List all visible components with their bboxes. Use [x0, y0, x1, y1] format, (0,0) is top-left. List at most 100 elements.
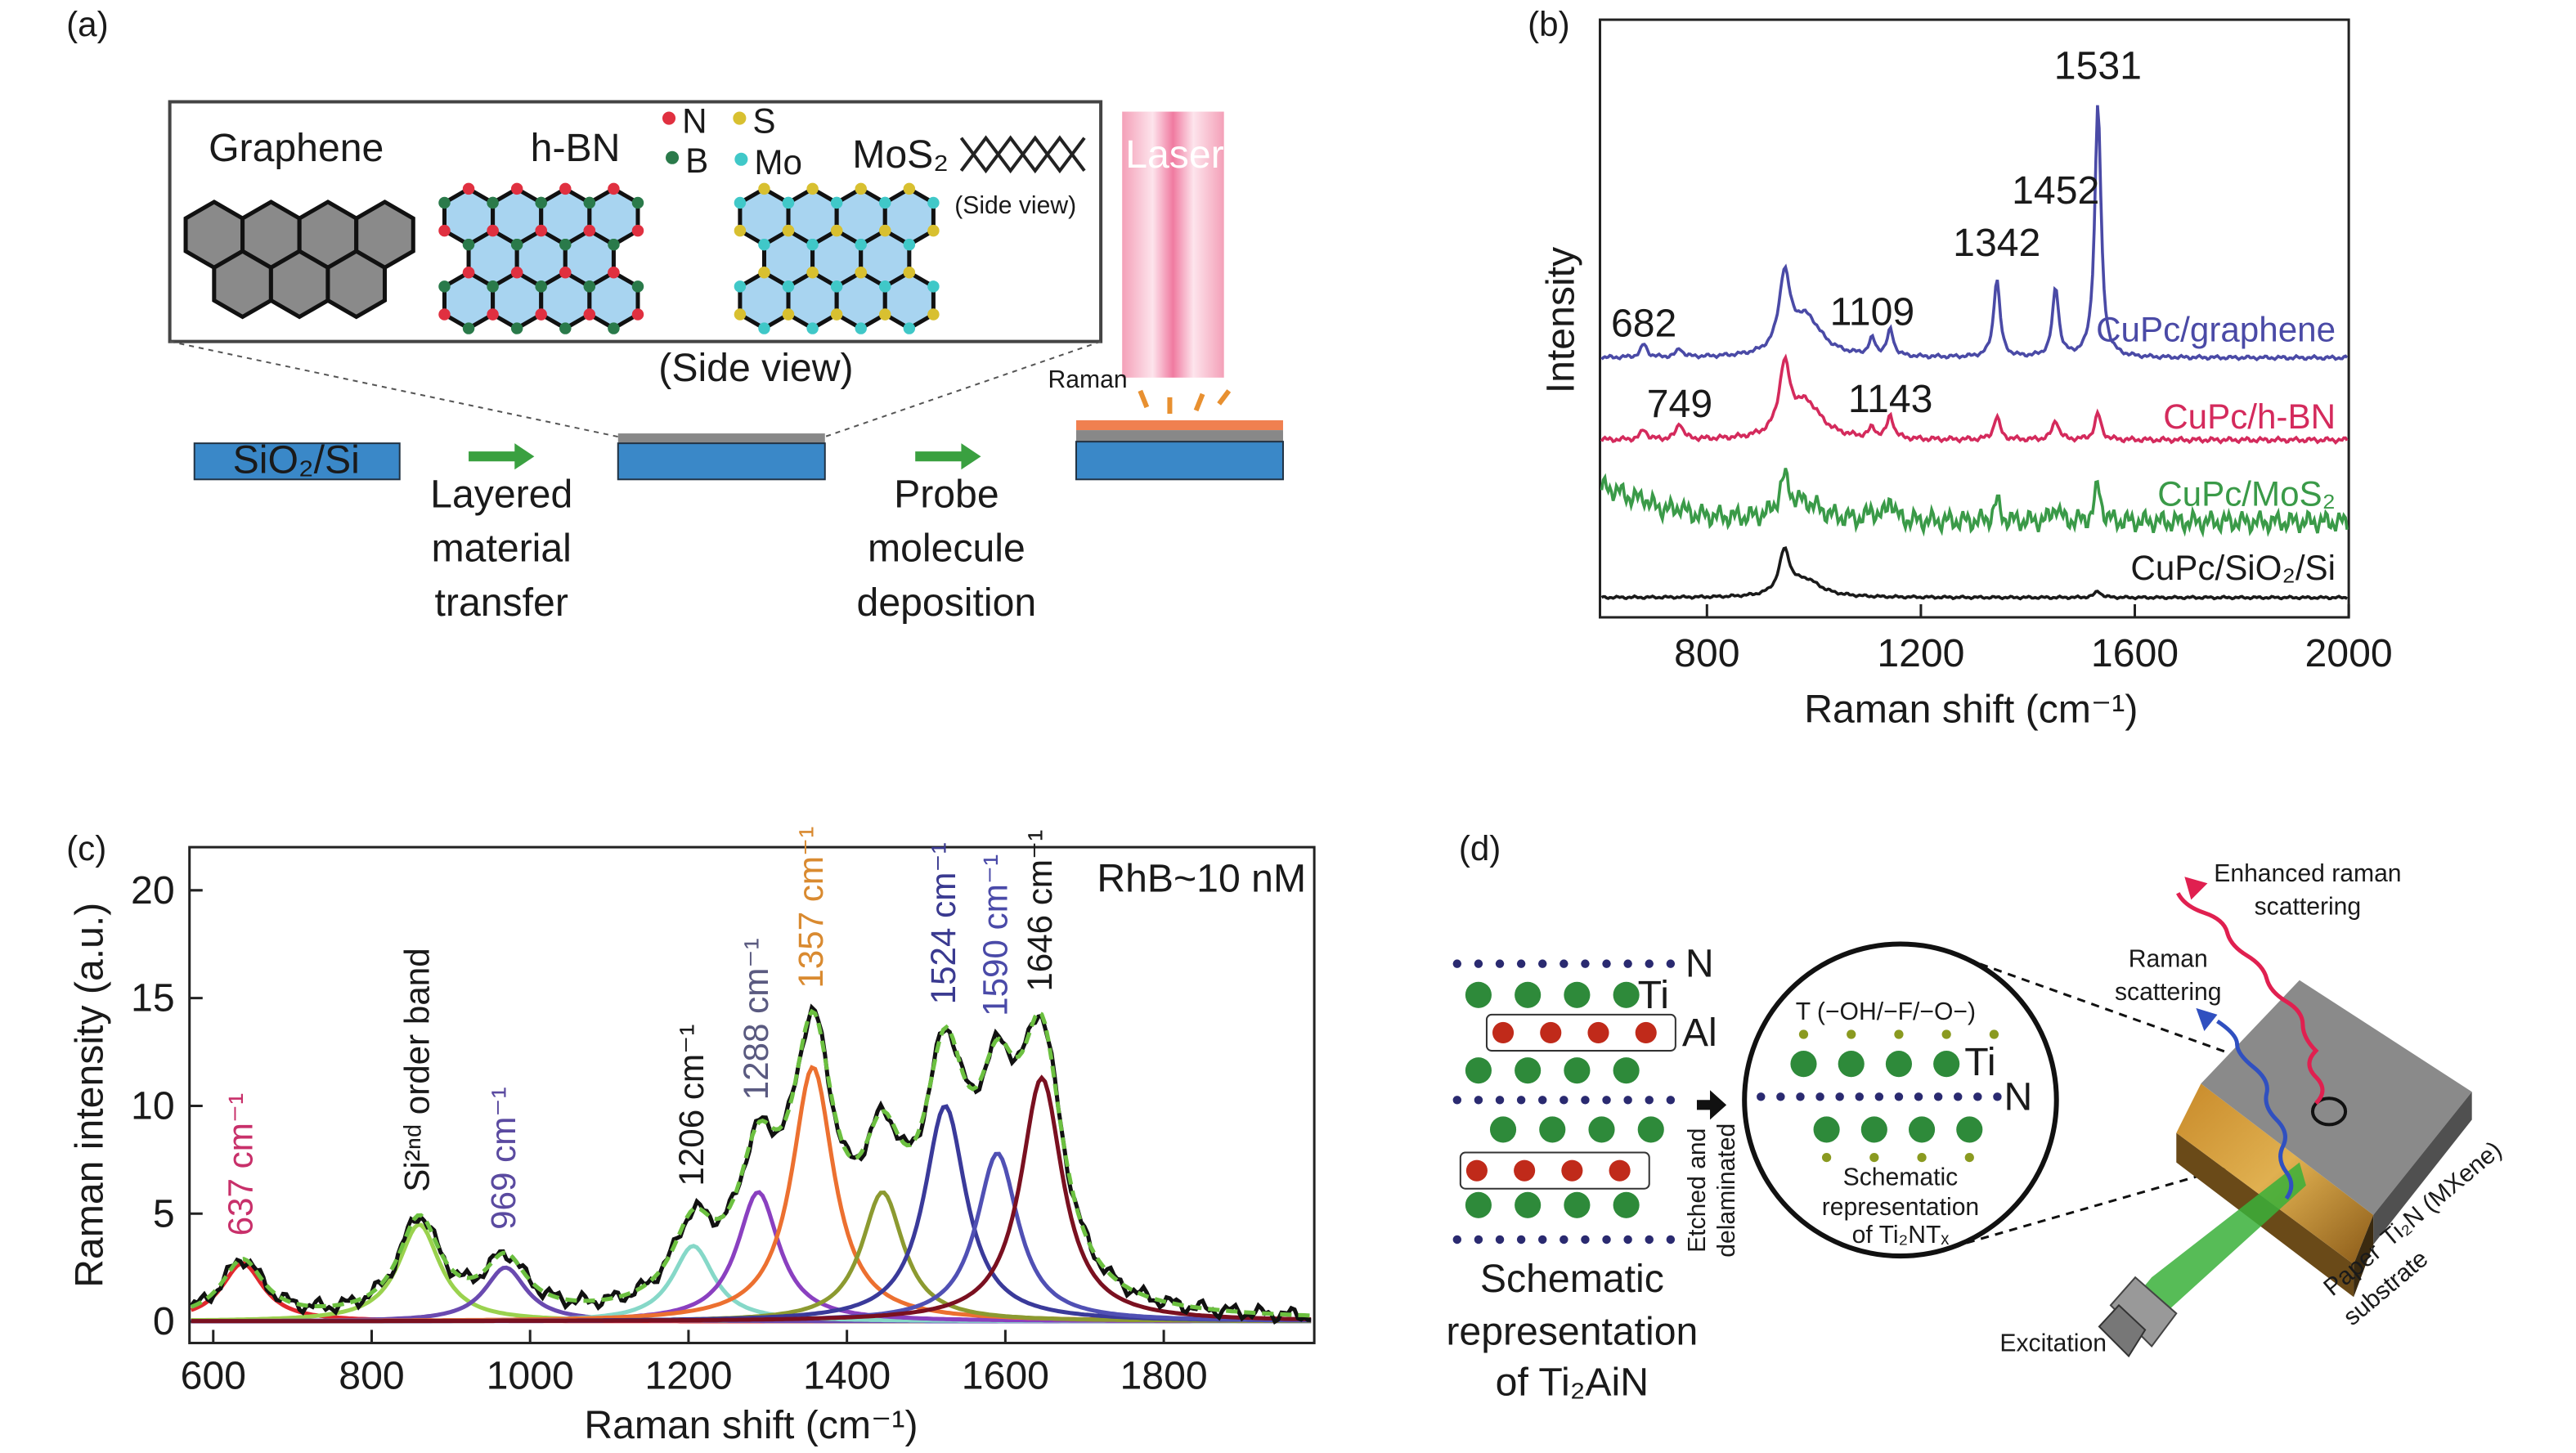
atom: [1560, 1235, 1568, 1244]
atom: [1964, 1152, 1974, 1163]
excitation-beam: [2135, 1162, 2306, 1314]
atom: [1588, 1116, 1615, 1143]
x-tick-label: 1200: [644, 1354, 732, 1398]
annotation: Enhanced raman: [2214, 860, 2401, 887]
atom: [1623, 959, 1632, 968]
substrate: [1075, 441, 1284, 481]
atom: [1539, 1116, 1566, 1143]
peak-label: 1531: [2054, 43, 2142, 87]
atom: [927, 224, 940, 237]
peak-label: Si²ⁿᵈ order band: [398, 948, 437, 1191]
atom: [1798, 1029, 1809, 1039]
substrate: [193, 442, 401, 481]
atom: [758, 322, 770, 334]
atom: [879, 224, 891, 237]
y-tick-label: 10: [131, 1084, 175, 1128]
hexagon: [325, 249, 388, 320]
atom: [903, 182, 916, 195]
component-curve: [190, 1261, 1312, 1324]
atom: [1465, 981, 1492, 1008]
atom: [1973, 1092, 1982, 1101]
atom: [1581, 959, 1590, 968]
atom: [1666, 1096, 1676, 1105]
peak-label: 1590 cm⁻¹: [976, 854, 1015, 1016]
component-curve: [191, 1190, 1312, 1324]
step-label: deposition: [857, 581, 1037, 625]
x-tick-label: 2000: [2305, 631, 2393, 675]
atom: [1869, 1152, 1879, 1163]
peak-label: 1109: [1830, 290, 1915, 334]
peak-label: 1357 cm⁻¹: [792, 827, 830, 989]
atom: [879, 280, 891, 293]
caption: of Ti₂AiN: [1496, 1361, 1649, 1405]
peak-label: 637 cm⁻¹: [222, 1093, 260, 1236]
annotation: Excitation: [1999, 1330, 2107, 1357]
step-label: material: [432, 527, 572, 571]
step-label: molecule: [868, 527, 1025, 571]
atom: [1776, 1092, 1785, 1101]
layer: [617, 433, 825, 444]
atom: [583, 308, 596, 321]
atom: [1645, 1235, 1654, 1244]
atom: [927, 308, 940, 321]
atom: [1790, 1051, 1817, 1078]
al-box: [1485, 1013, 1676, 1052]
zoom-line: [169, 340, 618, 438]
spectrum: [1600, 353, 2349, 446]
peak-label: 1288 cm⁻¹: [737, 938, 775, 1100]
focus-spot: [2310, 1096, 2348, 1127]
caption: Schematic: [1843, 1164, 1959, 1191]
atom: [1465, 1057, 1492, 1084]
x-tick-label: 1600: [962, 1354, 1049, 1398]
atom: [487, 280, 499, 293]
caption: Schematic: [1480, 1257, 1664, 1301]
peak-label: 749: [1647, 382, 1712, 426]
atom: [855, 267, 867, 279]
atom: [1645, 959, 1654, 968]
arrow: [1696, 1090, 1727, 1120]
etched-label: Etched and: [1684, 1128, 1711, 1253]
termination-label: T (−OH/−F/−O−): [1796, 998, 1976, 1025]
atom: [608, 182, 620, 195]
atom: [608, 238, 620, 251]
arrow: [915, 443, 981, 470]
atom: [1908, 1116, 1936, 1143]
atom: [487, 308, 499, 321]
atom: [734, 308, 747, 321]
legend-dot: [666, 150, 680, 164]
atom: [1495, 1235, 1505, 1244]
atom: [510, 322, 523, 334]
atom: [1560, 959, 1568, 968]
atom: [1757, 1092, 1766, 1101]
atom: [1933, 1092, 1943, 1101]
hexagon: [491, 270, 544, 331]
atom: [1613, 1057, 1640, 1084]
atom: [1894, 1092, 1904, 1101]
x-tick-label: 800: [339, 1354, 404, 1398]
atom: [1813, 1116, 1840, 1143]
atom: [608, 267, 620, 279]
atom: [510, 267, 523, 279]
atom: [1474, 959, 1483, 968]
caption: representation: [1822, 1194, 1980, 1221]
caption: representation: [1446, 1309, 1698, 1353]
atom: [438, 280, 451, 293]
panel-label: (a): [66, 5, 109, 43]
atom: [855, 182, 867, 195]
atom: [1581, 1235, 1590, 1244]
atom: [855, 322, 867, 334]
atom: [510, 182, 523, 195]
atom: [758, 267, 770, 279]
atom: [462, 182, 475, 195]
arrow-head: [2184, 877, 2208, 900]
atom: [903, 267, 916, 279]
x-tick-label: 1400: [803, 1354, 891, 1398]
hexagon: [786, 270, 839, 331]
enhanced-arrow: [2176, 892, 2325, 1105]
atom: [631, 224, 644, 237]
x-axis-label: Raman shift (cm⁻¹): [584, 1403, 918, 1447]
x-tick-label: 1600: [2091, 631, 2179, 675]
atom: [1516, 959, 1526, 968]
atom: [1954, 1092, 1963, 1101]
